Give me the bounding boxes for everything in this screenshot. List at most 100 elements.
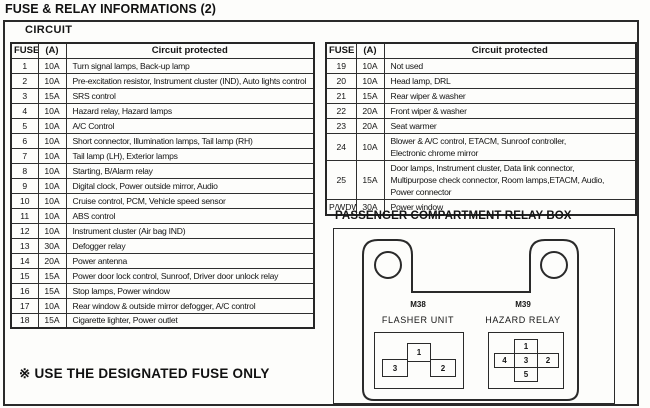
fuse-number-cell: 17 bbox=[10, 297, 39, 314]
connector-code-m39: M39 bbox=[515, 300, 531, 309]
fuse-row: 5 10A A/C Control bbox=[10, 117, 315, 134]
circuit-protected-cell: Pre-excitation resistor, Instrument clus… bbox=[65, 72, 315, 89]
hazard-relay-pin-diagram: 1 4 3 2 5 bbox=[488, 332, 564, 389]
amp-rating-cell: 10A bbox=[37, 177, 67, 194]
fuse-row: 2 10A Pre-excitation resistor, Instrumen… bbox=[10, 72, 315, 89]
circuit-protected-cell: Head lamp, DRL bbox=[383, 72, 637, 89]
circuit-protected-cell: Hazard relay, Hazard lamps bbox=[65, 102, 315, 119]
circuit-protected-cell: A/C Control bbox=[65, 117, 315, 134]
amp-rating-cell: 10A bbox=[37, 132, 67, 149]
amp-rating-cell: 10A bbox=[37, 57, 67, 74]
fuse-number-cell: 19 bbox=[325, 57, 357, 74]
fuse-row: 8 10A Starting, B/Alarm relay bbox=[10, 162, 315, 179]
amp-rating-cell: 15A bbox=[37, 282, 67, 299]
flasher-unit-pin-diagram: 1 3 2 bbox=[374, 332, 464, 389]
fuse-number-cell: 25 bbox=[325, 159, 357, 200]
table-header-row: FUSE (A) Circuit protected bbox=[325, 42, 637, 59]
fuse-number-cell: 12 bbox=[10, 222, 39, 239]
fuse-row: 18 15A Cigarette lighter, Power outlet bbox=[10, 312, 315, 329]
circuit-column-header: Circuit protected bbox=[65, 42, 315, 59]
hazard-pin-1: 1 bbox=[514, 339, 538, 354]
amp-rating-cell: 10A bbox=[37, 147, 67, 164]
flasher-unit-label: FLASHER UNIT bbox=[381, 315, 455, 325]
fuse-number-cell: 1 bbox=[10, 57, 39, 74]
circuit-protected-cell: Rear window & outside mirror defogger, A… bbox=[65, 297, 315, 314]
mounting-hole-right-icon bbox=[540, 251, 568, 279]
page-frame bbox=[3, 20, 639, 406]
fuse-row: 10 10A Cruise control, PCM, Vehicle spee… bbox=[10, 192, 315, 209]
fuse-row: 13 30A Defogger relay bbox=[10, 237, 315, 254]
circuit-protected-cell: Stop lamps, Power window bbox=[65, 282, 315, 299]
amp-rating-cell: 10A bbox=[355, 132, 385, 161]
fuse-row: 15 15A Power door lock control, Sunroof,… bbox=[10, 267, 315, 284]
fuse-row: 17 10A Rear window & outside mirror defo… bbox=[10, 297, 315, 314]
amp-rating-cell: 20A bbox=[355, 117, 385, 134]
amp-rating-cell: 10A bbox=[37, 102, 67, 119]
page-title: FUSE & RELAY INFORMATIONS (2) bbox=[5, 2, 217, 16]
circuit-protected-cell: Blower & A/C control, ETACM, Sunroof con… bbox=[383, 132, 637, 161]
table-header-row: FUSE (A) Circuit protected bbox=[10, 42, 315, 59]
fuse-row: 12 10A Instrument cluster (Air bag IND) bbox=[10, 222, 315, 239]
amp-rating-cell: 15A bbox=[355, 159, 385, 200]
amp-column-header: (A) bbox=[37, 42, 67, 59]
fuse-number-cell: 9 bbox=[10, 177, 39, 194]
fuse-row: 11 10A ABS control bbox=[10, 207, 315, 224]
circuit-protected-cell: Starting, B/Alarm relay bbox=[65, 162, 315, 179]
fuse-row: 16 15A Stop lamps, Power window bbox=[10, 282, 315, 299]
circuit-protected-cell: Power door lock control, Sunroof, Driver… bbox=[65, 267, 315, 284]
amp-rating-cell: 30A bbox=[37, 237, 67, 254]
fuse-number-cell: 6 bbox=[10, 132, 39, 149]
circuit-protected-cell: Defogger relay bbox=[65, 237, 315, 254]
circuit-protected-cell: Rear wiper & washer bbox=[383, 87, 637, 104]
fuse-row: 3 15A SRS control bbox=[10, 87, 315, 104]
amp-rating-cell: 10A bbox=[37, 72, 67, 89]
circuit-protected-cell: Door lamps, Instrument cluster, Data lin… bbox=[383, 159, 637, 200]
fuse-row: 1 10A Turn signal lamps, Back-up lamp bbox=[10, 57, 315, 74]
fuse-number-cell: 11 bbox=[10, 207, 39, 224]
amp-rating-cell: 15A bbox=[37, 87, 67, 104]
designated-fuse-warning: ※ USE THE DESIGNATED FUSE ONLY bbox=[19, 366, 270, 381]
fuse-number-cell: 3 bbox=[10, 87, 39, 104]
mounting-hole-left-icon bbox=[374, 251, 402, 279]
fuse-number-cell: 24 bbox=[325, 132, 357, 161]
amp-rating-cell: 10A bbox=[37, 222, 67, 239]
fuse-row: 14 20A Power antenna bbox=[10, 252, 315, 269]
circuit-protected-cell: Not used bbox=[383, 57, 637, 74]
circuit-column-header: Circuit protected bbox=[383, 42, 637, 59]
fuse-row: 21 15A Rear wiper & washer bbox=[325, 87, 637, 104]
circuit-protected-cell: Digital clock, Power outside mirror, Aud… bbox=[65, 177, 315, 194]
circuit-protected-cell: Short connector, Illumination lamps, Tai… bbox=[65, 132, 315, 149]
hazard-pin-2: 2 bbox=[537, 353, 559, 368]
amp-rating-cell: 10A bbox=[355, 72, 385, 89]
fuse-table-left: FUSE (A) Circuit protected 1 10A Turn si… bbox=[10, 42, 315, 329]
amp-rating-cell: 10A bbox=[37, 207, 67, 224]
fuse-column-header: FUSE bbox=[325, 42, 357, 59]
amp-rating-cell: 15A bbox=[355, 87, 385, 104]
fuse-row: 20 10A Head lamp, DRL bbox=[325, 72, 637, 89]
amp-rating-cell: 10A bbox=[37, 162, 67, 179]
fuse-number-cell: 10 bbox=[10, 192, 39, 209]
fuse-row: 7 10A Tail lamp (LH), Exterior lamps bbox=[10, 147, 315, 164]
circuit-protected-cell: SRS control bbox=[65, 87, 315, 104]
circuit-protected-cell: Front wiper & washer bbox=[383, 102, 637, 119]
hazard-pin-5: 5 bbox=[514, 367, 538, 382]
relay-box-title: PASSENGER COMPARTMENT RELAY BOX bbox=[335, 210, 572, 222]
fuse-number-cell: 18 bbox=[10, 312, 39, 329]
fuse-number-cell: 20 bbox=[325, 72, 357, 89]
fuse-number-cell: 13 bbox=[10, 237, 39, 254]
fuse-number-cell: 4 bbox=[10, 102, 39, 119]
fuse-number-cell: 14 bbox=[10, 252, 39, 269]
circuit-protected-cell: Turn signal lamps, Back-up lamp bbox=[65, 57, 315, 74]
amp-rating-cell: 15A bbox=[37, 312, 67, 329]
fuse-row: 22 20A Front wiper & washer bbox=[325, 102, 637, 119]
circuit-protected-cell: Seat warmer bbox=[383, 117, 637, 134]
circuit-protected-cell: Cruise control, PCM, Vehicle speed senso… bbox=[65, 192, 315, 209]
fuse-row: 24 10A Blower & A/C control, ETACM, Sunr… bbox=[325, 132, 637, 161]
fuse-number-cell: 7 bbox=[10, 147, 39, 164]
fuse-row: 23 20A Seat warmer bbox=[325, 117, 637, 134]
amp-rating-cell: 20A bbox=[355, 102, 385, 119]
fuse-number-cell: 2 bbox=[10, 72, 39, 89]
hazard-pin-3: 3 bbox=[514, 353, 538, 368]
amp-rating-cell: 10A bbox=[37, 117, 67, 134]
fuse-row: 19 10A Not used bbox=[325, 57, 637, 74]
